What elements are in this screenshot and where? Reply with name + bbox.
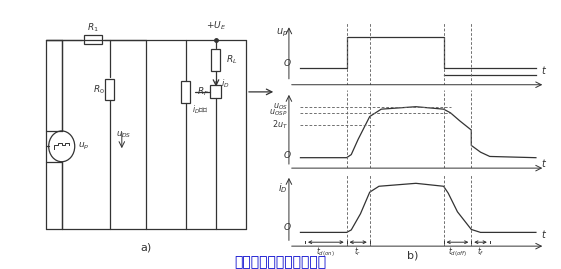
Text: $O$: $O$ (283, 149, 291, 160)
Text: $O$: $O$ (283, 221, 291, 232)
Text: $i_D$信号: $i_D$信号 (192, 103, 208, 116)
Text: $t$: $t$ (541, 228, 546, 240)
Text: $t_f$: $t_f$ (477, 246, 484, 258)
Text: b): b) (407, 250, 418, 260)
Bar (105, 79, 114, 100)
Text: $u_{OS}$: $u_{OS}$ (273, 101, 288, 112)
Text: $2u_T$: $2u_T$ (272, 119, 288, 131)
Text: $t$: $t$ (541, 64, 546, 76)
Text: $R_F$: $R_F$ (197, 86, 209, 98)
Text: $t_r$: $t_r$ (355, 246, 362, 258)
Text: a): a) (140, 243, 151, 253)
Text: $u_p$: $u_p$ (78, 141, 89, 152)
Text: $u_{DS}$: $u_{DS}$ (116, 129, 131, 140)
Text: $u_p$: $u_p$ (275, 27, 288, 39)
Text: $t_{d(on)}$: $t_{d(on)}$ (316, 246, 335, 259)
Bar (84, 35, 102, 44)
Text: $i_D$: $i_D$ (278, 181, 288, 195)
Bar (211, 49, 220, 70)
Text: $R_0$: $R_0$ (93, 83, 105, 96)
Text: 功率场效应管的静态特性: 功率场效应管的静态特性 (234, 255, 327, 269)
Bar (210, 85, 222, 98)
Bar (181, 81, 190, 102)
Text: $t_{d(off)}$: $t_{d(off)}$ (448, 246, 467, 259)
Text: $+U_E$: $+U_E$ (206, 19, 226, 31)
Text: $i_D$: $i_D$ (221, 77, 229, 90)
Text: $R_L$: $R_L$ (226, 54, 237, 66)
Text: $u_{OSP}$: $u_{OSP}$ (269, 108, 288, 118)
Text: $t$: $t$ (541, 157, 546, 169)
Text: $R_1$: $R_1$ (87, 21, 99, 34)
Text: $O$: $O$ (283, 56, 291, 68)
